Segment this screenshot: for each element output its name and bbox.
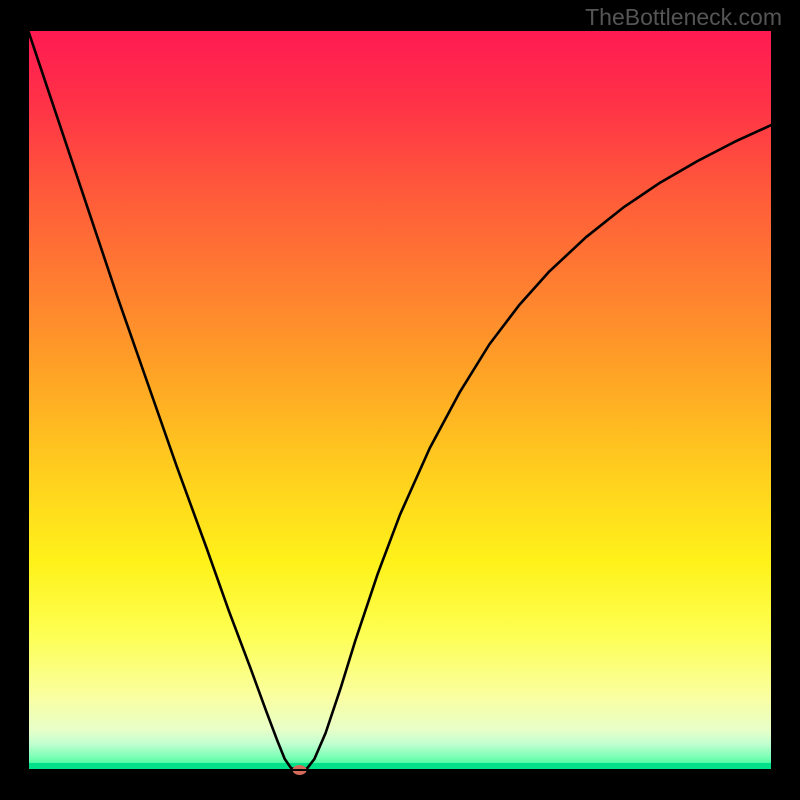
chart-container: TheBottleneck.com <box>0 0 800 800</box>
plot-gradient-background <box>28 30 772 770</box>
ideal-zone-band <box>28 763 772 770</box>
watermark-text: TheBottleneck.com <box>585 4 782 31</box>
bottleneck-chart <box>0 0 800 800</box>
